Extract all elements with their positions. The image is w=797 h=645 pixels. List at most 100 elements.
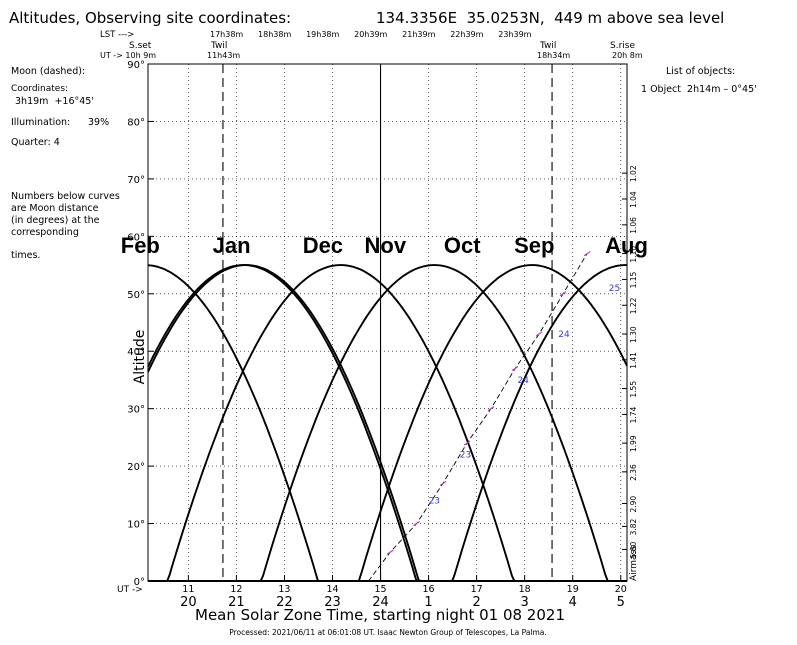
moon-coords-value: 3h19m +16°45' bbox=[15, 96, 94, 107]
moon-illumination-value: 39% bbox=[88, 117, 109, 128]
lst-tick-label: 20h39m bbox=[354, 30, 387, 39]
header-title: Altitudes, Observing site coordinates: bbox=[9, 9, 291, 27]
x-tick-label-local: 21 bbox=[228, 595, 245, 610]
month-label-jan: Jan bbox=[213, 233, 251, 258]
x-tick-label-ut: 14 bbox=[326, 584, 338, 595]
y-tick-label: 70° bbox=[127, 175, 145, 186]
twilight-right-time: 18h34m bbox=[537, 51, 570, 60]
month-label-aug: Aug bbox=[605, 233, 648, 258]
airmass-tick-label: 1.30 bbox=[629, 326, 638, 343]
x-tick-label-ut: 20 bbox=[615, 584, 627, 595]
moon-tick bbox=[487, 406, 495, 412]
x-tick-label-ut: 12 bbox=[230, 584, 242, 595]
airmass-tick-label: 1.55 bbox=[629, 381, 638, 398]
airmass-tick-label: 1.04 bbox=[629, 191, 638, 208]
curve-feb bbox=[147, 264, 627, 582]
x-tick-label-local: 1 bbox=[424, 595, 432, 610]
lst-tick-label: 18h38m bbox=[258, 30, 291, 39]
moon-tick bbox=[463, 440, 471, 446]
airmass-tick-label: 1.02 bbox=[629, 165, 638, 182]
object-list-entry: 1 Object 2h14m – 0°45' bbox=[641, 84, 757, 95]
x-tick-label-local: 24 bbox=[372, 595, 389, 610]
y-tick-label: 40° bbox=[127, 347, 145, 358]
moon-tick bbox=[583, 251, 591, 257]
sunrise-label: S.rise bbox=[610, 41, 635, 51]
y-tick-label: 80° bbox=[127, 117, 145, 128]
lst-label: LST ---> bbox=[100, 30, 134, 40]
x-tick-label-ut: 19 bbox=[567, 584, 579, 595]
airmass-tick-label: 2.90 bbox=[629, 496, 638, 513]
moon-tick bbox=[535, 331, 543, 337]
x-tick-label-local: 5 bbox=[617, 595, 625, 610]
airmass-tick-label: 1.06 bbox=[629, 217, 638, 234]
moon-distance-label: 24 bbox=[558, 330, 570, 340]
airmass-tick-label: 2.36 bbox=[629, 464, 638, 481]
moon-tick bbox=[413, 521, 420, 527]
twilight-right-label: Twil bbox=[539, 41, 556, 51]
moon-distance-label: 23 bbox=[460, 450, 471, 460]
x-tick-label-local: 4 bbox=[569, 595, 577, 610]
sunrise-time: 20h 8m bbox=[612, 51, 643, 60]
x-tick-label-local: 3 bbox=[521, 595, 529, 610]
airmass-tick-label: 1.99 bbox=[629, 435, 638, 452]
month-label-dec: Dec bbox=[303, 233, 343, 258]
moon-illumination-label: Illumination: bbox=[11, 117, 70, 128]
y-tick-label: 90° bbox=[127, 60, 145, 71]
x-tick-label-local: 23 bbox=[324, 595, 341, 610]
object-list-title: List of objects: bbox=[666, 66, 735, 77]
y-axis-label: Altitude bbox=[132, 330, 148, 385]
moon-tick bbox=[511, 365, 519, 371]
month-label-feb: Feb bbox=[121, 233, 160, 258]
x-tick-label-local: 20 bbox=[180, 595, 197, 610]
month-label-nov: Nov bbox=[365, 233, 407, 258]
x-tick-label-ut: 15 bbox=[374, 584, 386, 595]
note-line-3: (in degrees) at the bbox=[11, 215, 100, 226]
lst-tick-label: 19h38m bbox=[306, 30, 339, 39]
airmass-ticks: 5.60 3.82 2.90 2.36 1.99 1.74 1.55 1.41 1.30 1.22… bbox=[622, 165, 638, 558]
moon-legend: Moon (dashed): bbox=[11, 66, 85, 77]
lst-tick-label: 21h39m bbox=[402, 30, 435, 39]
y-tick-label: 30° bbox=[127, 405, 145, 416]
note-line-1: Numbers below curves bbox=[11, 191, 120, 202]
twilight-left-label: Twil bbox=[210, 41, 227, 51]
y-tick-label: 20° bbox=[127, 462, 145, 473]
airmass-tick-label: 1.22 bbox=[629, 297, 638, 314]
twilight-left-time: 11h43m bbox=[207, 51, 240, 60]
x-tick-label-ut: 13 bbox=[278, 584, 290, 595]
airmass-tick-label: 5.60 bbox=[629, 541, 638, 558]
x-tick-label-ut: 11 bbox=[182, 584, 194, 595]
altitude-curves bbox=[147, 264, 628, 582]
y-tick-label: 0° bbox=[134, 577, 145, 588]
note-line-5: times. bbox=[11, 250, 40, 261]
lst-tick-label: 23h39m bbox=[498, 30, 531, 39]
lst-tick-label: 17h38m bbox=[210, 30, 243, 39]
ut-prefix: UT -> bbox=[117, 585, 143, 595]
month-label-sep: Sep bbox=[514, 233, 554, 258]
airmass-tick-label: 1.41 bbox=[629, 352, 638, 369]
moon-distance-label: 23 bbox=[429, 496, 440, 506]
moon-tick bbox=[439, 480, 447, 486]
lst-ticks: 17h38m 18h38m 19h38m 20h39m 21h39m 22h39m 23h3… bbox=[210, 30, 532, 39]
airmass-tick-label: 3.82 bbox=[629, 518, 638, 535]
sunset-label: S.set bbox=[129, 41, 152, 51]
moon-distance-label: 25 bbox=[609, 284, 620, 294]
x-tick-label-local: 22 bbox=[276, 595, 293, 610]
moon-tick bbox=[386, 549, 394, 555]
x-tick-label-ut: 16 bbox=[423, 584, 435, 595]
moon-path bbox=[368, 253, 588, 582]
x-tick-label-ut: 18 bbox=[519, 584, 531, 595]
moon-tick bbox=[559, 291, 567, 297]
airmass-tick-label: 1.10 bbox=[629, 246, 638, 263]
airmass-tick-label: 1.74 bbox=[629, 406, 638, 423]
header-coords: 134.3356E 35.0253N, 449 m above sea leve… bbox=[376, 9, 724, 27]
x-tick-label-local: 2 bbox=[472, 595, 480, 610]
sunset-time: UT -> 10h 9m bbox=[100, 51, 156, 60]
vertical-markers bbox=[222, 64, 553, 581]
x-tick-label-ut: 17 bbox=[471, 584, 483, 595]
month-labels: Aug Sep Oct Nov Dec Jan Feb bbox=[121, 233, 648, 258]
month-label-oct: Oct bbox=[444, 233, 481, 258]
y-tick-label: 10° bbox=[127, 520, 145, 531]
airmass-label: Airmass bbox=[629, 545, 639, 581]
